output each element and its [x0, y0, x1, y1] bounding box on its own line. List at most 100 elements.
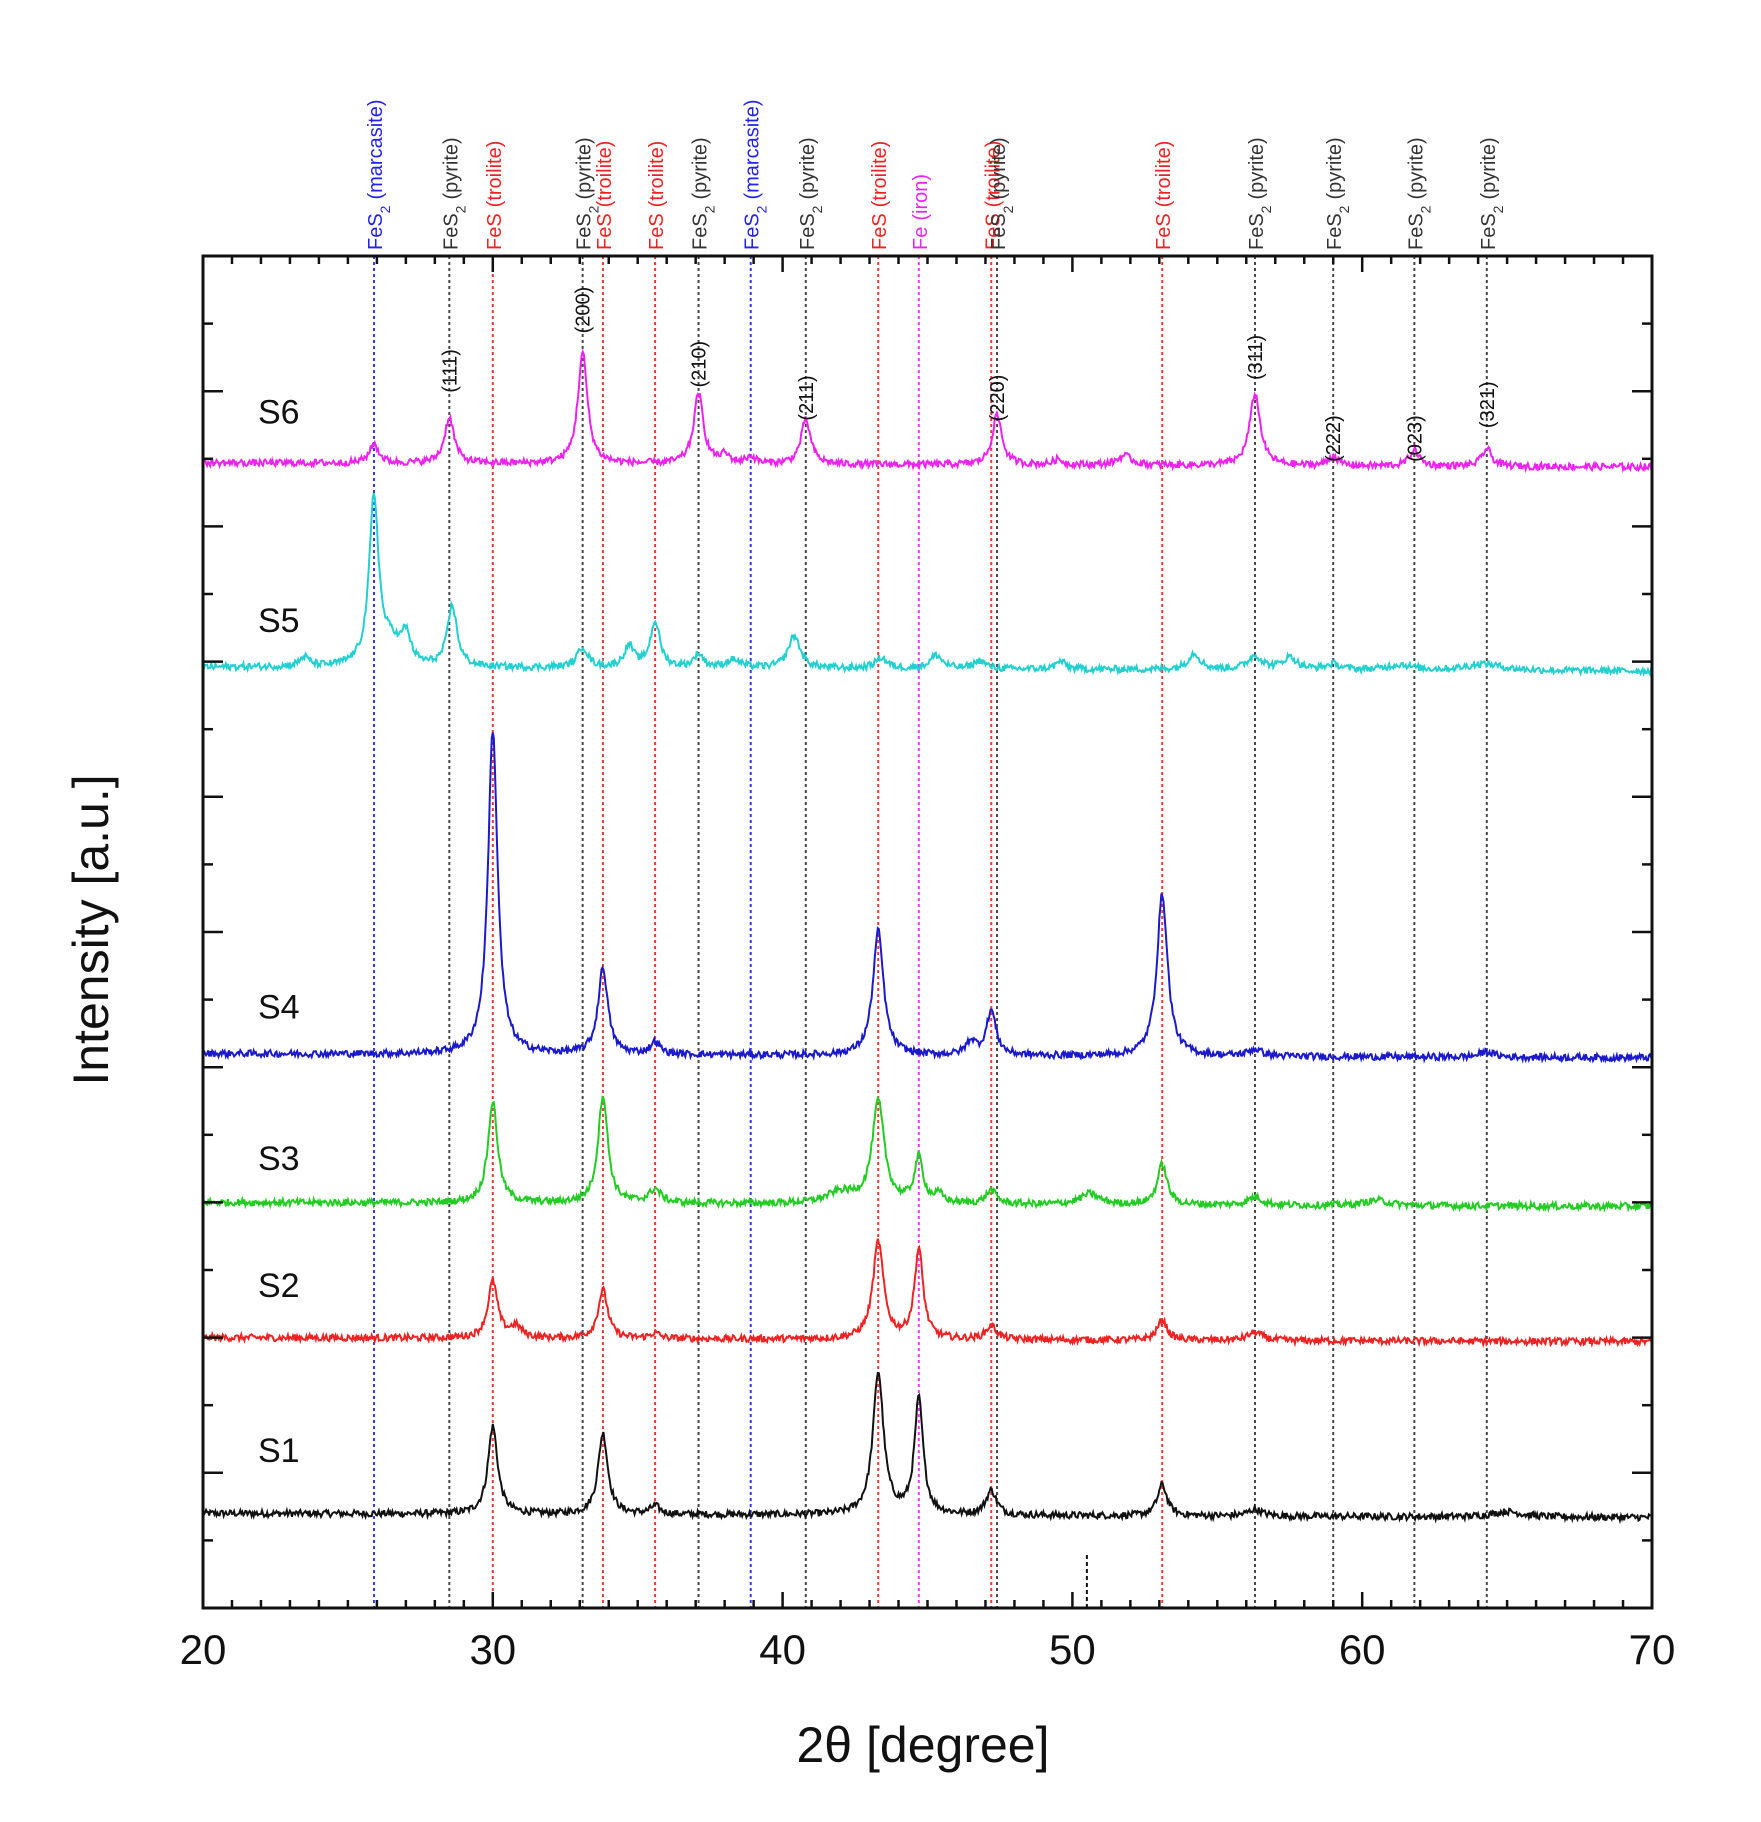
- reference-phase: (pyrite): [440, 137, 462, 199]
- reference-label: FeS2 (pyrite): [1478, 137, 1506, 250]
- series-line-s4: [202, 732, 1653, 1064]
- reference-label: FeS (troilite): [646, 141, 668, 250]
- series-label-s4: S4: [258, 989, 300, 1027]
- reference-phase: (troilite): [646, 141, 668, 208]
- reference-formula: FeS: [982, 213, 1004, 250]
- reference-label: FeS (troilite): [594, 141, 616, 250]
- series-labels: S1 S2 S3 S4 S5 S6: [258, 394, 300, 1470]
- reference-formula: FeS: [690, 213, 712, 250]
- series-line-s5: [202, 492, 1653, 678]
- series-line-s6: [202, 348, 1653, 474]
- reference-formula: FeS: [1405, 213, 1427, 250]
- hkl-label: (220): [987, 375, 1009, 422]
- reference-formula-subscript: 2: [809, 205, 825, 213]
- series-line-s3: [202, 1095, 1653, 1214]
- reference-label: FeS2 (pyrite): [988, 137, 1016, 250]
- hkl-label: (111): [439, 349, 461, 393]
- series-line-s1: [202, 1371, 1653, 1525]
- reference-formula: FeS: [1153, 213, 1175, 250]
- reference-formula-subscript: 2: [1417, 205, 1433, 213]
- series-label-s6: S6: [258, 394, 300, 432]
- series-label-s1: S1: [258, 1432, 300, 1470]
- reference-phase: (pyrite): [1405, 137, 1427, 199]
- reference-label: FeS2 (pyrite): [690, 137, 718, 250]
- reference-phase: (pyrite): [690, 137, 712, 199]
- x-tick-label: 30: [469, 1626, 516, 1673]
- hkl-label: (200): [573, 287, 595, 334]
- reference-phase: (pyrite): [574, 137, 596, 199]
- x-tick-label: 60: [1339, 1626, 1386, 1673]
- reference-formula-subscript: 2: [377, 205, 393, 213]
- x-tick-label: 70: [1629, 1626, 1676, 1673]
- reference-label: FeS (troilite): [1153, 141, 1175, 250]
- reference-formula: FeS: [646, 213, 668, 250]
- series-line-s2: [202, 1238, 1653, 1349]
- reference-label: FeS2 (pyrite): [574, 137, 602, 250]
- reference-formula: FeS: [1324, 213, 1346, 250]
- reference-label: FeS (troilite): [484, 141, 506, 250]
- reference-label: FeS2 (pyrite): [1324, 137, 1352, 250]
- series-traces: [202, 348, 1653, 1525]
- hkl-label: (211): [796, 375, 818, 420]
- reference-lines: FeS2(marcasite)FeS2(pyrite)FeS(troilite)…: [365, 100, 1506, 1608]
- reference-formula-subscript: 2: [452, 205, 468, 213]
- series-label-s3: S3: [258, 1140, 300, 1178]
- series-label-s2: S2: [258, 1267, 300, 1305]
- reference-phase: (marcasite): [365, 100, 387, 200]
- reference-formula: FeS: [484, 213, 506, 250]
- reference-label: FeS (troilite): [869, 141, 891, 250]
- reference-phase: (troilite): [484, 141, 506, 208]
- reference-label: FeS2 (pyrite): [440, 137, 468, 250]
- x-tick-label: 20: [180, 1626, 227, 1673]
- reference-formula: FeS: [1246, 213, 1268, 250]
- hkl-label: (311): [1245, 335, 1267, 380]
- reference-formula-subscript: 2: [1490, 205, 1506, 213]
- reference-phase: (pyrite): [1246, 137, 1268, 199]
- reference-label: FeS2 (pyrite): [797, 137, 825, 250]
- hkl-label: (023): [1404, 415, 1426, 462]
- reference-phase: (troilite): [869, 141, 891, 208]
- reference-phase: (troilite): [1153, 141, 1175, 208]
- reference-phase: (iron): [910, 174, 932, 221]
- reference-formula: FeS: [1478, 213, 1500, 250]
- hkl-label: (222): [1323, 415, 1345, 462]
- reference-formula: FeS: [869, 213, 891, 250]
- x-axis-title: 2θ [degree]: [797, 1717, 1050, 1773]
- reference-phase: (pyrite): [1324, 137, 1346, 199]
- reference-formula: FeS: [440, 213, 462, 250]
- reference-label: FeS (troilite): [982, 141, 1004, 250]
- series-label-s5: S5: [258, 602, 300, 640]
- reference-formula: FeS: [797, 213, 819, 250]
- y-axis-title: Intensity [a.u.]: [63, 774, 119, 1085]
- axes: 20 30 40 50 60 70: [180, 254, 1676, 1673]
- reference-phase: (pyrite): [797, 137, 819, 199]
- reference-label: FeS2 (pyrite): [1246, 137, 1274, 250]
- reference-formula-subscript: 2: [754, 205, 770, 213]
- reference-formula-subscript: 2: [702, 205, 718, 213]
- reference-formula-subscript: 2: [1336, 205, 1352, 213]
- hkl-label: (321): [1477, 381, 1499, 428]
- reference-label: FeS2 (marcasite): [742, 100, 770, 251]
- reference-formula: FeS: [742, 213, 764, 250]
- reference-phase: (troilite): [594, 141, 616, 208]
- hkl-labels: (111) (200) (210) (211) (220) (311) (222) (023)…: [439, 287, 1498, 462]
- reference-formula: FeS: [574, 213, 596, 250]
- reference-label: Fe (iron): [910, 174, 932, 250]
- reference-formula-subscript: 2: [1258, 205, 1274, 213]
- reference-label: FeS2 (pyrite): [1405, 137, 1433, 250]
- reference-formula-subscript: 2: [1000, 205, 1016, 213]
- reference-formula: FeS: [988, 213, 1010, 250]
- x-tick-label: 40: [759, 1626, 806, 1673]
- reference-formula: FeS: [365, 213, 387, 250]
- reference-phase: (pyrite): [988, 137, 1010, 199]
- hkl-label: (210): [689, 341, 711, 388]
- reference-phase: (marcasite): [742, 100, 764, 200]
- reference-label: FeS2 (marcasite): [365, 100, 393, 251]
- reference-phase: (troilite): [982, 141, 1004, 208]
- plot-frame: [201, 254, 1654, 1610]
- reference-formula-subscript: 2: [586, 205, 602, 213]
- x-tick-label: 50: [1049, 1626, 1096, 1673]
- reference-formula: FeS: [594, 213, 616, 250]
- reference-formula: Fe: [910, 227, 932, 250]
